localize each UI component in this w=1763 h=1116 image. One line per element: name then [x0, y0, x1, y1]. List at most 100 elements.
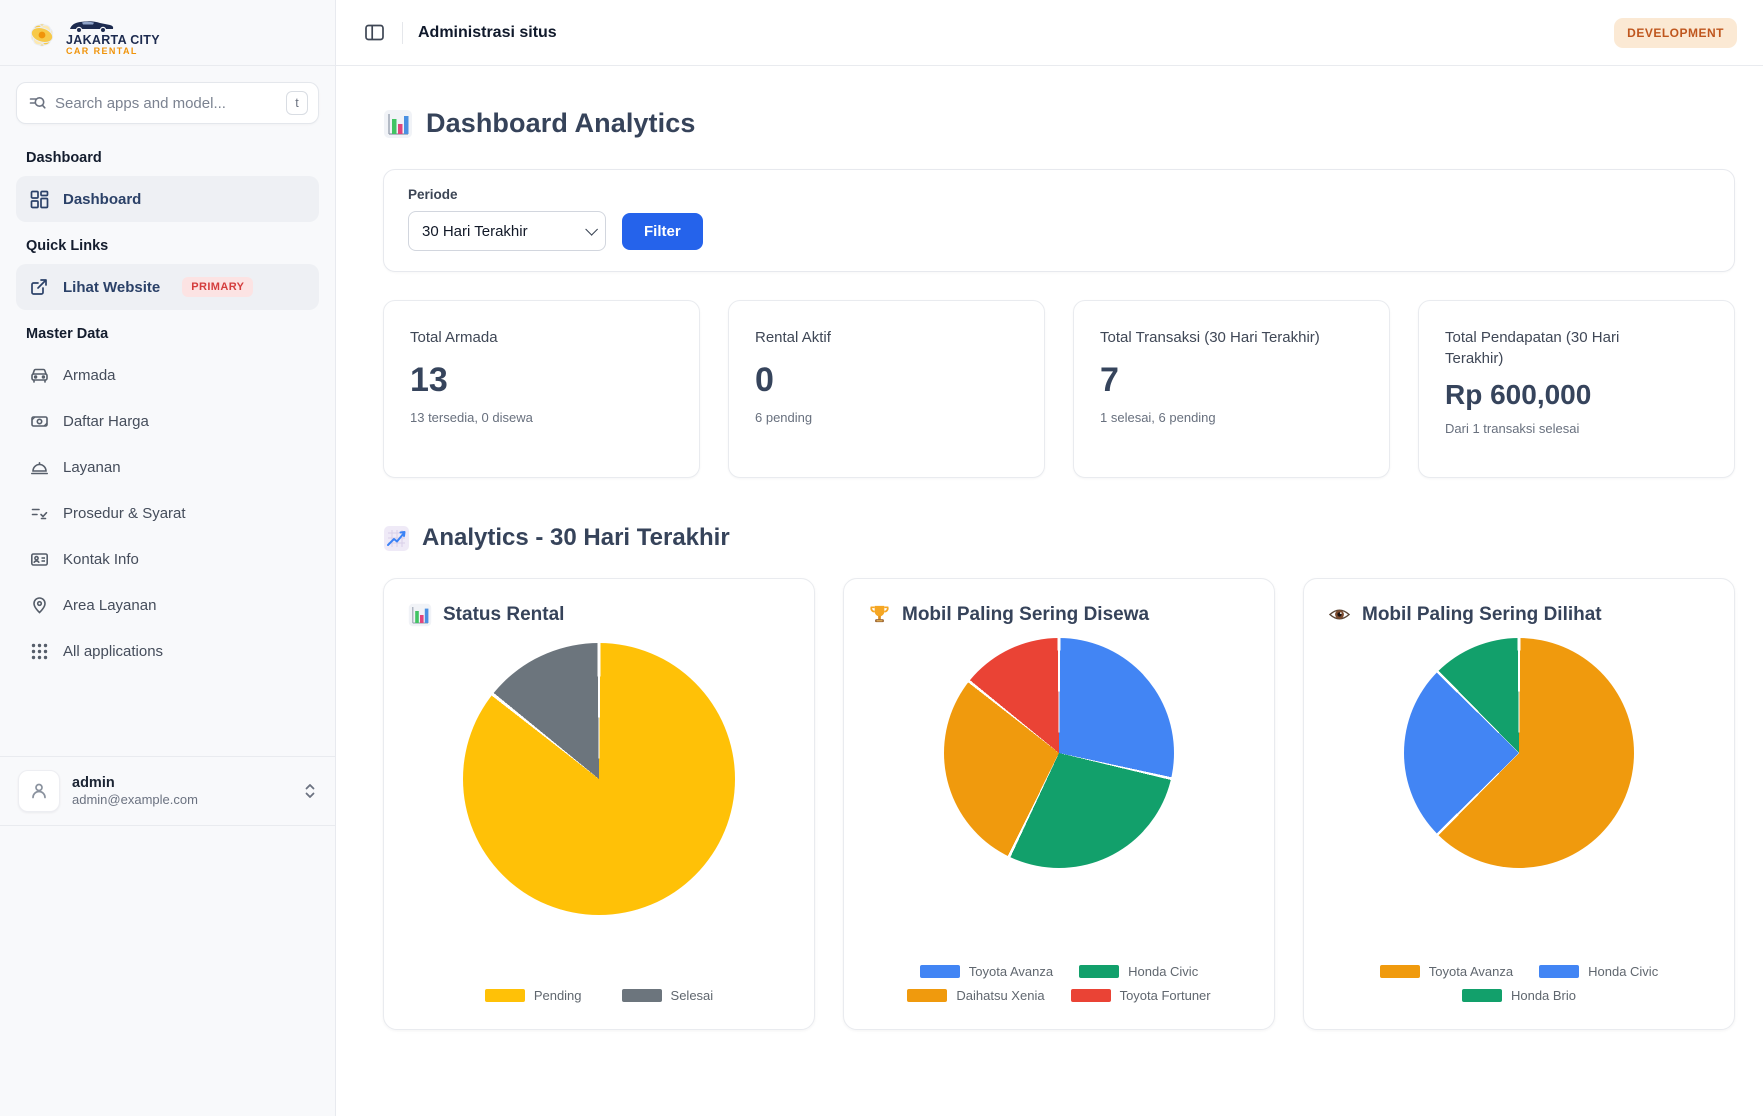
sidebar: JAKARTA CITY CAR RENTAL t Dashboard [0, 0, 336, 1116]
stat-value: 0 [755, 361, 774, 399]
banknote-icon [29, 411, 49, 431]
legend-item[interactable]: Honda Civic [1539, 964, 1658, 979]
stat-card-rental-aktif: Rental Aktif 0 6 pending [728, 300, 1045, 478]
chart-card-mobil-dilihat: Mobil Paling Sering Dilihat Toyota Avanz… [1303, 578, 1735, 1030]
sidebar-item-prosedur-syarat[interactable]: Prosedur & Syarat [16, 490, 319, 536]
chart-card-status-rental: Status Rental Pending Selesai [383, 578, 815, 1030]
list-check-icon [29, 503, 49, 523]
legend-swatch [907, 989, 948, 1002]
stat-title: Total Pendapatan (30 Hari Terakhir) [1445, 329, 1620, 367]
period-select-wrap: 30 Hari Terakhir [408, 211, 606, 251]
search-icon [29, 95, 46, 112]
chart-title: Status Rental [443, 604, 565, 625]
primary-badge: PRIMARY [182, 277, 254, 297]
sidebar-search[interactable]: t [16, 82, 319, 124]
brand-name: JAKARTA CITY [66, 32, 160, 47]
bar-chart-icon [383, 109, 413, 139]
sidebar-item-label: Layanan [63, 458, 121, 476]
sidebar-item-area-layanan[interactable]: Area Layanan [16, 582, 319, 628]
chevron-up-down-icon [303, 782, 317, 800]
stat-subtext: Dari 1 transaksi selesai [1445, 421, 1580, 436]
cloche-icon [29, 457, 49, 477]
section-label-master-data: Master Data [26, 326, 109, 342]
search-input[interactable] [55, 94, 277, 112]
filter-button[interactable]: Filter [622, 212, 703, 250]
stat-title: Total Transaksi (30 Hari Terakhir) [1100, 329, 1320, 346]
user-menu[interactable]: admin admin@example.com [0, 756, 335, 826]
sidebar-item-layanan[interactable]: Layanan [16, 444, 319, 490]
legend-swatch [621, 989, 662, 1002]
dashboard-content: Dashboard Analytics Periode 30 Hari Tera… [336, 66, 1763, 1054]
legend-item[interactable]: Honda Civic [1079, 964, 1198, 979]
stat-subtext: 13 tersedia, 0 disewa [410, 410, 533, 425]
legend-item[interactable]: Pending [484, 988, 582, 1003]
top-header: Administrasi situs DEVELOPMENT [336, 0, 1763, 66]
chart-title: Mobil Paling Sering Dilihat [1362, 603, 1602, 625]
sidebar-item-label: Armada [63, 366, 116, 384]
legend-item[interactable]: Daihatsu Xenia [907, 988, 1045, 1003]
stat-card-total-transaksi: Total Transaksi (30 Hari Terakhir) 7 1 s… [1073, 300, 1390, 478]
stat-subtext: 1 selesai, 6 pending [1100, 410, 1216, 425]
charts-grid: Status Rental Pending Selesai [383, 578, 1735, 1054]
header-divider [402, 21, 403, 44]
sidebar-item-label: Dashboard [63, 190, 142, 208]
chart-legend: Toyota Avanza Honda Civic Honda Brio [1379, 964, 1658, 1003]
sidebar-item-kontak-info[interactable]: Kontak Info [16, 536, 319, 582]
legend-swatch [919, 965, 960, 978]
stat-value: Rp 600,000 [1445, 379, 1592, 410]
sidebar-item-lihat-website[interactable]: Lihat Website PRIMARY [16, 264, 319, 310]
dashboard-grid-icon [29, 189, 49, 209]
bar-chart-icon [408, 603, 432, 627]
chart-increasing-icon [383, 525, 410, 552]
flower-logo-icon [20, 11, 64, 55]
sidebar-item-dashboard[interactable]: Dashboard [16, 176, 319, 222]
stats-grid: Total Armada 13 13 tersedia, 0 disewa Re… [383, 300, 1735, 478]
chart-card-mobil-disewa: Mobil Paling Sering Disewa Toyota Avanza… [843, 578, 1275, 1030]
stat-value: 13 [410, 361, 448, 399]
sidebar-item-daftar-harga[interactable]: Daftar Harga [16, 398, 319, 444]
sidebar-item-label: All applications [63, 642, 164, 660]
car-icon [29, 365, 49, 385]
period-select[interactable]: 30 Hari Terakhir [408, 211, 606, 251]
legend-item[interactable]: Toyota Fortuner [1070, 988, 1211, 1003]
legend-swatch [484, 989, 525, 1002]
sidebar-brand[interactable]: JAKARTA CITY CAR RENTAL [0, 0, 335, 66]
sidebar-item-all-applications[interactable]: All applications [16, 628, 319, 674]
period-filter-card: Periode 30 Hari Terakhir Filter [383, 169, 1735, 272]
sidebar-item-label: Kontak Info [63, 550, 139, 568]
period-label: Periode [408, 187, 458, 202]
brand-tagline: CAR RENTAL [66, 45, 138, 56]
legend-item[interactable]: Toyota Avanza [1379, 964, 1513, 979]
apps-grid-icon [29, 641, 49, 661]
search-shortcut-key: t [286, 91, 308, 115]
stat-title: Rental Aktif [755, 329, 831, 346]
chart-legend: Pending Selesai [484, 988, 713, 1003]
analytics-section-title: Analytics - 30 Hari Terakhir [422, 524, 730, 551]
mobil-dilihat-pie [1404, 638, 1634, 868]
sidebar-nav: Dashboard Dashboard Quick Links [0, 130, 335, 674]
sidebar-toggle-button[interactable] [362, 20, 387, 45]
stat-subtext: 6 pending [755, 410, 813, 425]
legend-swatch [1070, 989, 1111, 1002]
eye-icon [1328, 603, 1351, 626]
status-rental-pie [463, 643, 735, 915]
legend-item[interactable]: Honda Brio [1461, 988, 1576, 1003]
sidebar-empty-space [0, 826, 335, 1116]
sidebar-item-armada[interactable]: Armada [16, 352, 319, 398]
sidebar-item-label: Prosedur & Syarat [63, 504, 186, 522]
user-name: admin [72, 774, 115, 791]
sidebar-item-label: Lihat Website [63, 278, 161, 296]
stat-card-total-armada: Total Armada 13 13 tersedia, 0 disewa [383, 300, 700, 478]
brand-logo: JAKARTA CITY CAR RENTAL [20, 9, 160, 57]
section-label-quicklinks: Quick Links [26, 238, 109, 254]
legend-item[interactable]: Selesai [621, 988, 713, 1003]
page-title: Administrasi situs [418, 23, 557, 41]
legend-item[interactable]: Toyota Avanza [919, 964, 1053, 979]
legend-swatch [1539, 965, 1580, 978]
sidebar-item-label: Daftar Harga [63, 412, 149, 430]
chart-legend: Toyota Avanza Honda Civic Daihatsu Xenia [907, 964, 1211, 1003]
stat-title: Total Armada [410, 329, 498, 346]
dashboard-title: Dashboard Analytics [426, 108, 696, 138]
trophy-icon [868, 603, 891, 626]
legend-swatch [1379, 965, 1420, 978]
